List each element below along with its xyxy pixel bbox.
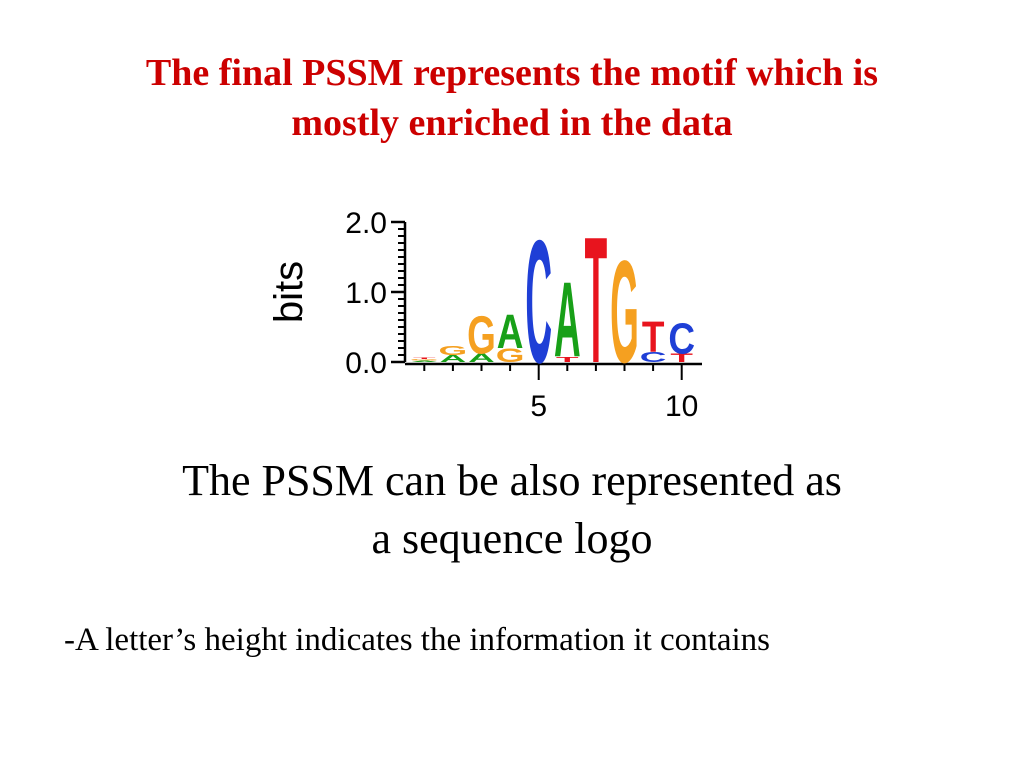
logo-letter-T: T [413, 357, 436, 359]
logo-letter-G: G [410, 359, 439, 361]
slide-title: The final PSSM represents the motif whic… [40, 48, 984, 148]
subtitle: The PSSM can be also represented as a se… [60, 452, 964, 568]
logo-letter-C: C [640, 349, 667, 365]
logo-letter-G: G [496, 345, 525, 367]
logo-axes: 0.0 1.0 2.0 bits 5 10 [267, 207, 702, 423]
logo-letter-T: T [642, 312, 665, 362]
logo-letter-A: A [411, 360, 438, 362]
logo-letter-A: A [468, 351, 495, 364]
logo-letter-T: T [556, 355, 580, 364]
logo-letter-G: G [467, 305, 496, 366]
logo-letter-C: C [668, 314, 695, 364]
title-line-2: mostly enriched in the data [291, 102, 733, 144]
y-axis-label: bits [267, 261, 311, 323]
logo-letter-A: A [440, 353, 467, 364]
logo-letter-G: G [610, 230, 639, 393]
y-tick-label: 0.0 [345, 347, 387, 380]
title-line-1: The final PSSM represents the motif whic… [145, 52, 879, 94]
subtitle-line-1: The PSSM can be also represented as [182, 456, 842, 505]
logo-letter-T: T [670, 351, 693, 364]
bullet-text: -A letter’s height indicates the informa… [64, 622, 770, 658]
x-tick-label: 10 [665, 390, 698, 423]
logo-letter-C: C [525, 204, 552, 399]
logo-letter-A: A [554, 260, 581, 379]
subtitle-line-2: a sequence logo [371, 514, 653, 563]
logo-letter-T: T [585, 199, 608, 401]
x-tick-label: 5 [530, 390, 547, 423]
logo-letter-G: G [439, 344, 468, 358]
y-tick-label: 1.0 [345, 277, 387, 310]
logo-letter-A: A [497, 305, 524, 359]
y-tick-label: 2.0 [345, 207, 387, 240]
